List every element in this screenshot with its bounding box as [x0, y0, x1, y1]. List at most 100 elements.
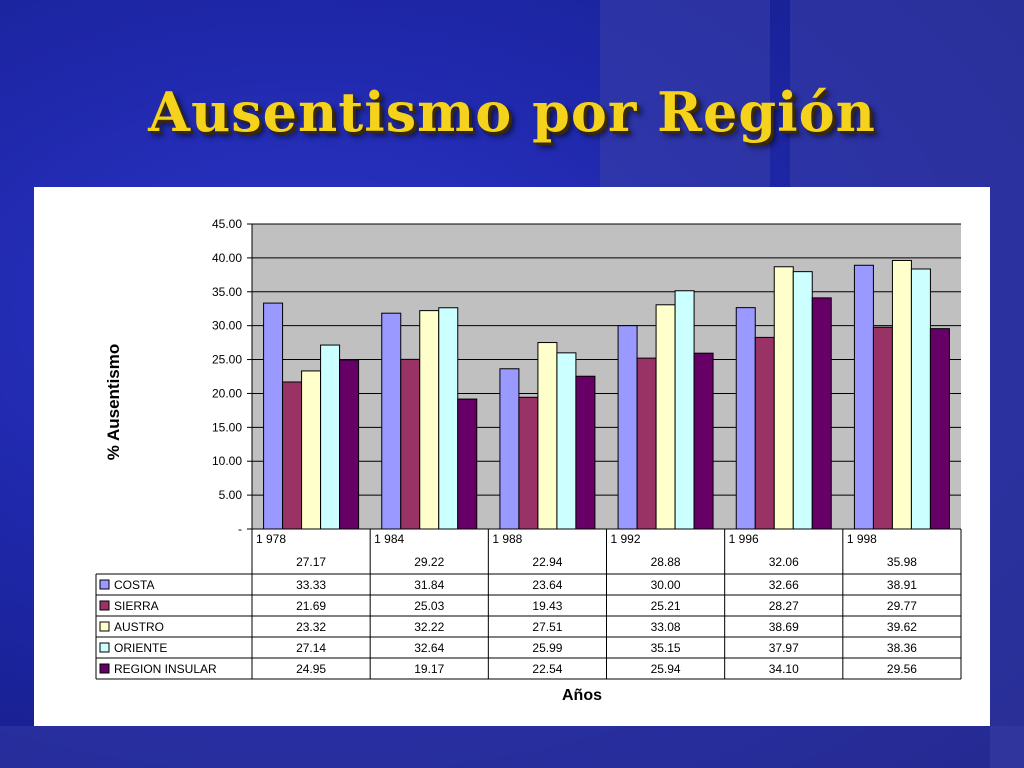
- data-label: 27.14: [296, 641, 326, 655]
- data-label: 21.69: [296, 599, 326, 613]
- y-tick-label: 25.00: [212, 353, 242, 367]
- y-tick-label: 35.00: [212, 285, 242, 299]
- bar-region-insular: [339, 359, 360, 530]
- bar-sierra: [636, 357, 657, 530]
- category-total: 32.06: [769, 555, 799, 569]
- data-label: 22.54: [532, 662, 562, 676]
- plot-area: [252, 224, 961, 529]
- bar-region-insular: [575, 375, 596, 530]
- legend-label: COSTA: [114, 578, 154, 592]
- data-label: 32.64: [414, 641, 444, 655]
- bar-austro: [537, 342, 558, 530]
- data-label: 32.66: [769, 578, 799, 592]
- data-label: 29.77: [887, 599, 917, 613]
- bar-costa: [617, 325, 638, 530]
- data-label: 19.17: [414, 662, 444, 676]
- y-axis-ticks: - 5.00 10.00 15.00 20.00 25.00 30.00 35.00 40.00…: [212, 217, 252, 536]
- bar-austro: [773, 266, 794, 530]
- bar-costa: [735, 307, 756, 530]
- category-label: 1 984: [374, 532, 404, 546]
- bar-region-insular: [929, 328, 950, 530]
- y-tick-label: -: [238, 522, 242, 536]
- data-label: 31.84: [414, 578, 444, 592]
- bar-oriente: [674, 290, 695, 530]
- background-building-left: [600, 0, 770, 190]
- data-label: 29.56: [887, 662, 917, 676]
- data-label: 33.08: [651, 620, 681, 634]
- bar-region-insular: [693, 352, 714, 530]
- y-tick-label: 20.00: [212, 386, 242, 400]
- bar-austro: [301, 370, 322, 530]
- data-label: 23.64: [532, 578, 562, 592]
- bar-costa: [853, 264, 874, 530]
- bar-oriente: [556, 352, 577, 530]
- category-total: 27.17: [296, 555, 326, 569]
- legend-swatch: [99, 642, 110, 653]
- bar-costa: [263, 302, 284, 530]
- y-axis-label: % Ausentismo: [104, 344, 123, 461]
- background-building-right: [790, 0, 1024, 190]
- bar-austro: [419, 310, 440, 530]
- data-label: 25.94: [651, 662, 681, 676]
- data-label: 23.32: [296, 620, 326, 634]
- y-tick-label: 15.00: [212, 420, 242, 434]
- y-tick-label: 5.00: [219, 488, 243, 502]
- data-label: 25.99: [532, 641, 562, 655]
- data-label: 39.62: [887, 620, 917, 634]
- bar-oriente: [910, 268, 931, 530]
- legend-label: SIERRA: [114, 599, 159, 613]
- background-building-base: [990, 190, 1024, 768]
- bar-oriente: [320, 344, 341, 530]
- bar-chart: - 5.00 10.00 15.00 20.00 25.00 30.00 35.00 40.00…: [95, 217, 962, 704]
- legend-swatch: [99, 663, 110, 674]
- category-label: 1 978: [256, 532, 286, 546]
- bar-oriente: [438, 307, 459, 530]
- category-label: 1 992: [611, 532, 641, 546]
- bar-sierra: [400, 358, 421, 530]
- category-total: 28.88: [651, 555, 681, 569]
- y-tick-label: 45.00: [212, 217, 242, 231]
- y-tick-label: 30.00: [212, 319, 242, 333]
- bar-austro: [891, 259, 912, 530]
- y-tick-label: 10.00: [212, 454, 242, 468]
- y-tick-label: 40.00: [212, 251, 242, 265]
- bar-costa: [381, 312, 402, 530]
- data-label: 32.22: [414, 620, 444, 634]
- category-total: 22.94: [532, 555, 562, 569]
- legend-swatch: [99, 621, 110, 632]
- category-total: 29.22: [414, 555, 444, 569]
- data-label: 24.95: [296, 662, 326, 676]
- bar-oriente: [792, 271, 813, 530]
- legend-swatch: [99, 600, 110, 611]
- data-label: 37.97: [769, 641, 799, 655]
- chart-panel: - 5.00 10.00 15.00 20.00 25.00 30.00 35.00 40.00…: [34, 187, 990, 726]
- bar-costa: [499, 368, 520, 530]
- category-label: 1 988: [492, 532, 522, 546]
- data-label: 38.69: [769, 620, 799, 634]
- data-label: 28.27: [769, 599, 799, 613]
- legend-label: AUSTRO: [114, 620, 164, 634]
- data-label: 25.03: [414, 599, 444, 613]
- bars: [263, 259, 950, 530]
- background-street: [0, 726, 1024, 768]
- data-label: 38.36: [887, 641, 917, 655]
- category-label: 1 996: [729, 532, 759, 546]
- data-label: 38.91: [887, 578, 917, 592]
- bar-sierra: [872, 326, 893, 530]
- bar-austro: [655, 304, 676, 530]
- data-table: 1 978 27.17 1 984 29.22 1 988 22.94 1 992 28.88…: [95, 529, 962, 680]
- bar-region-insular: [811, 297, 832, 530]
- data-label: 30.00: [651, 578, 681, 592]
- category-total: 35.98: [887, 555, 917, 569]
- data-label: 27.51: [532, 620, 562, 634]
- data-label: 19.43: [532, 599, 562, 613]
- legend-label: REGION INSULAR: [114, 662, 217, 676]
- bar-sierra: [754, 336, 775, 530]
- bar-sierra: [518, 396, 539, 530]
- category-label: 1 998: [847, 532, 877, 546]
- data-label: 25.21: [651, 599, 681, 613]
- data-label: 34.10: [769, 662, 799, 676]
- bar-region-insular: [457, 398, 478, 530]
- x-axis-label: Años: [562, 687, 602, 704]
- data-label: 35.15: [651, 641, 681, 655]
